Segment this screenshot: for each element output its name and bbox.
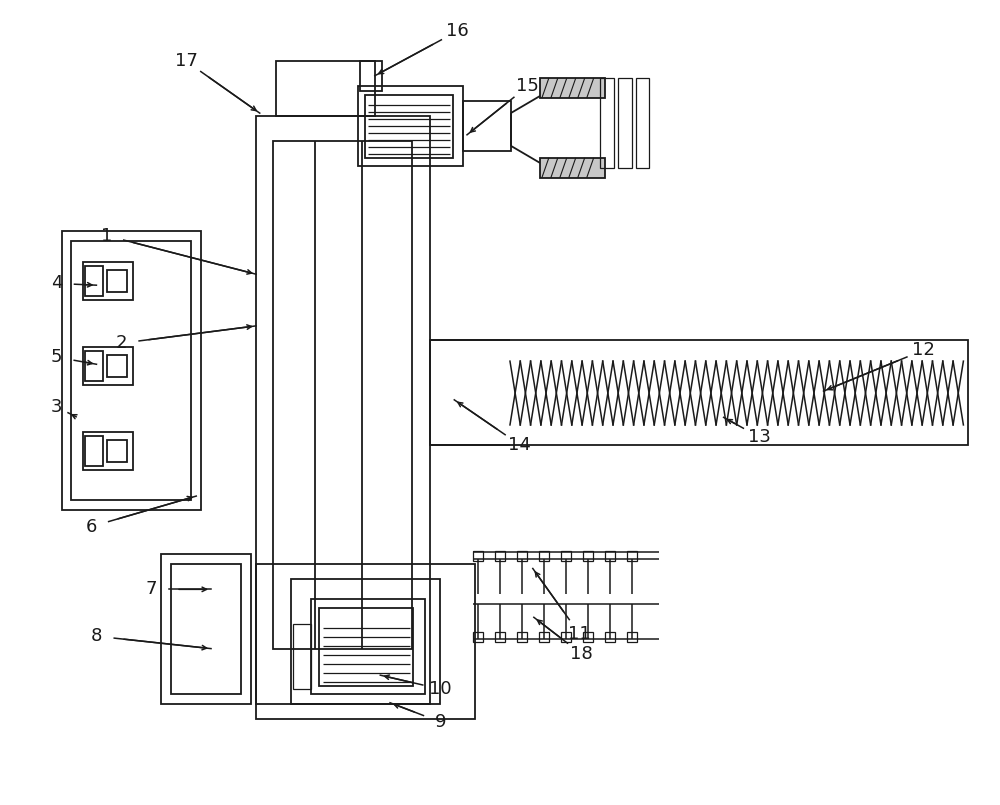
Bar (83, 262, 133, 300)
Bar (62, 230, 201, 510)
Text: 10: 10 (429, 680, 452, 698)
Bar (311, 599, 425, 694)
Bar (360, 61, 382, 91)
Bar (605, 632, 615, 642)
Bar (293, 624, 311, 689)
Bar (539, 632, 549, 642)
Text: 6: 6 (86, 518, 97, 535)
Bar (605, 551, 615, 561)
Bar (171, 564, 241, 694)
Bar (627, 551, 637, 561)
Bar (83, 347, 133, 385)
Text: 5: 5 (51, 348, 62, 366)
Bar (561, 632, 571, 642)
Bar (540, 158, 605, 178)
Bar (495, 551, 505, 561)
Bar (495, 632, 505, 642)
Bar (83, 432, 133, 470)
Bar (85, 351, 103, 381)
Bar (71, 241, 191, 500)
Bar (273, 141, 412, 649)
Bar (85, 266, 103, 296)
Bar (627, 632, 637, 642)
Bar (256, 116, 430, 704)
Text: 14: 14 (508, 436, 531, 454)
Text: 11: 11 (568, 625, 591, 643)
Bar (473, 632, 483, 642)
Text: 15: 15 (516, 77, 539, 95)
Text: 16: 16 (446, 23, 469, 40)
Bar (539, 551, 549, 561)
Bar (291, 580, 440, 704)
Bar (618, 78, 632, 167)
Bar (107, 440, 127, 462)
Bar (583, 551, 593, 561)
Text: 7: 7 (145, 580, 157, 598)
Bar (636, 78, 649, 167)
Bar (517, 551, 527, 561)
Text: 3: 3 (51, 398, 62, 416)
Bar (561, 551, 571, 561)
Bar (583, 632, 593, 642)
Bar (540, 78, 605, 98)
Bar (517, 632, 527, 642)
Bar (319, 609, 413, 686)
Text: 13: 13 (748, 428, 771, 446)
Text: 8: 8 (91, 627, 102, 645)
Bar (473, 551, 483, 561)
Bar (463, 101, 511, 151)
Bar (107, 355, 127, 377)
Bar (85, 436, 103, 466)
Text: 9: 9 (434, 713, 446, 731)
Text: 1: 1 (101, 226, 112, 245)
Text: 17: 17 (175, 52, 198, 70)
Text: 18: 18 (570, 645, 593, 663)
Bar (600, 78, 614, 167)
Bar (358, 86, 463, 166)
Text: 12: 12 (912, 341, 935, 359)
Text: 2: 2 (116, 334, 127, 353)
Bar (161, 555, 251, 704)
Bar (365, 95, 453, 158)
Text: 4: 4 (51, 275, 62, 292)
Bar (256, 564, 475, 719)
Bar (107, 270, 127, 292)
Bar (276, 61, 375, 116)
Bar (430, 341, 968, 445)
